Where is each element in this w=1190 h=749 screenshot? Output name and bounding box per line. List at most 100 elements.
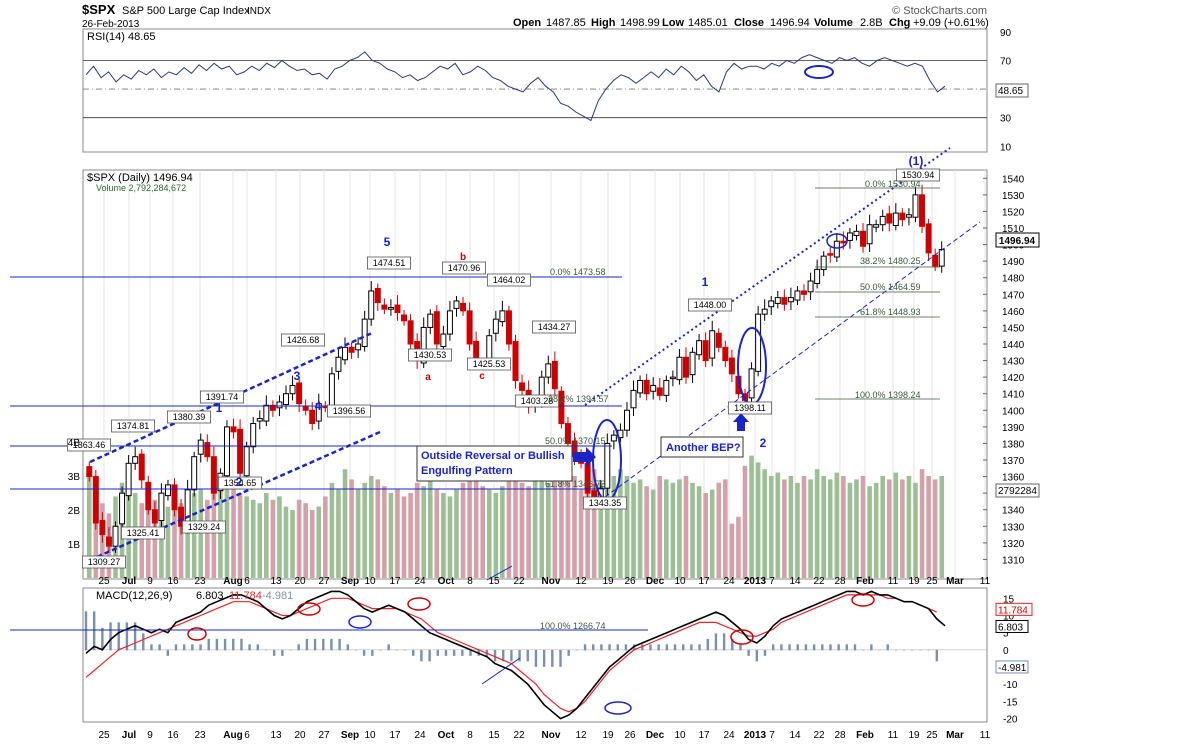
header-ohlc: Open 1487.85 High 1498.99 Low 1485.01 Cl… (513, 17, 989, 29)
price-label-box-19 (728, 401, 773, 415)
volume-bar-103 (762, 469, 767, 578)
fib-label-6: 50.0% 1464.59 (860, 282, 921, 292)
volume-bar-9 (145, 510, 151, 578)
candle-body-114 (833, 240, 840, 258)
macd-x-tick-19: 12 (575, 730, 587, 741)
candle-body-10 (151, 509, 158, 524)
macd-x-tick-32: 11 (888, 730, 899, 741)
price-label-18: 1448.00 (694, 300, 727, 310)
header-name: S&P 500 Large Cap Index (122, 5, 250, 17)
last-volume-box (995, 483, 1040, 498)
volume-bar-56 (454, 489, 459, 578)
annotation-2: Another BEP? (666, 442, 741, 454)
price-x-tick-30: 28 (834, 576, 846, 587)
price-label-6: 1380.39 (173, 412, 206, 422)
candle-body-116 (846, 232, 853, 241)
rsi-series (85, 51, 946, 122)
price-label-box-20 (896, 168, 941, 182)
candle-body-89 (669, 376, 676, 380)
candle-body-55 (446, 310, 453, 335)
candle-body-97 (722, 346, 729, 362)
volume-bar-46 (388, 493, 394, 578)
volume-bar-83 (631, 482, 636, 578)
price-tick-0: 1540 (1002, 174, 1025, 185)
macd-x-tick-4: 23 (194, 730, 206, 741)
candle-body-3 (105, 536, 112, 547)
macd-hist-bar-22 (264, 649, 268, 651)
wave-label-8-0: (1) (909, 154, 924, 168)
price-x-tick-19: 12 (575, 576, 587, 587)
volume-bar-82 (624, 476, 630, 578)
volume-bar-28 (270, 499, 276, 578)
price-x-tick-9: 27 (318, 576, 330, 587)
macd-hist-bar-27 (305, 638, 309, 651)
volume-bar-115 (841, 476, 846, 578)
macd-hist-bar-71 (665, 644, 669, 651)
wave-label-1-0: 2 (236, 475, 243, 489)
volume-bar-35 (316, 506, 322, 578)
ellipse-jan (826, 233, 848, 249)
macd-hist-bar-38 (395, 649, 399, 651)
candle-body-13 (171, 484, 178, 511)
candle-body-29 (276, 401, 283, 409)
candle-body-85 (643, 379, 650, 395)
macd-histogram (84, 611, 939, 667)
price-label-box-7 (199, 390, 244, 404)
volume-bar-16 (191, 493, 197, 578)
candle-body-64 (505, 310, 512, 345)
macd-x-tick-35: Mar (946, 730, 964, 741)
volume-bar-31 (290, 510, 295, 578)
volume-bar-21 (224, 472, 230, 578)
price-label-box-6 (166, 410, 211, 424)
fib-label-4: 0.0% 1530.94 (865, 179, 921, 189)
ellipse-macd-2 (297, 602, 321, 616)
volume-bar-15 (185, 510, 190, 578)
candle-body-30 (283, 393, 289, 405)
fib-label-7: 61.8% 1448.93 (860, 307, 921, 317)
macd-hist-bar-89 (812, 644, 816, 651)
chg-label: Chg (889, 17, 910, 29)
price-tick-22: 1320 (1002, 539, 1025, 550)
price-x-tick-23: 10 (674, 576, 686, 587)
macd-hist-bar-26 (297, 644, 300, 651)
volume-bar-27 (264, 493, 269, 578)
volume-bar-34 (309, 510, 315, 578)
price-label-5: 1374.81 (117, 421, 150, 431)
macd-hist-bar-41 (420, 649, 423, 662)
ellipse-macd-1 (187, 627, 207, 641)
candle-body-123 (892, 212, 899, 227)
price-x-tick-18: Nov (542, 576, 561, 587)
volume-bar-129 (932, 479, 938, 578)
candle-body-106 (781, 297, 788, 305)
price-label-box-1 (121, 526, 166, 540)
volume-bar-78 (598, 482, 604, 578)
macd-hist-bar-46 (461, 649, 464, 656)
candle-body-102 (755, 313, 762, 372)
price-label-7: 1391.74 (206, 392, 239, 402)
rsi-tick-0: 90 (1000, 28, 1012, 39)
price-label-box-14 (486, 273, 531, 287)
volume-legend: Volume 2,792,284,672 (96, 183, 186, 193)
candle-body-4 (112, 525, 119, 547)
price-label-box-11 (407, 348, 452, 362)
volume-bar-97 (723, 479, 728, 578)
candle-body-91 (682, 356, 689, 378)
macd-hist-bar-77 (714, 633, 718, 651)
volume-bar-80 (611, 476, 617, 578)
price-tick-18: 1360 (1002, 473, 1025, 484)
price-x-tick-0: 25 (98, 576, 110, 587)
volume-bar-48 (401, 496, 407, 578)
candle-body-129 (932, 254, 939, 267)
candle-body-21 (223, 426, 230, 477)
macd-hist-bar-79 (731, 638, 734, 651)
volume-bar-88 (664, 479, 669, 578)
price-x-tick-12: 17 (389, 576, 401, 587)
candle-body-88 (663, 379, 670, 396)
price-label-box-18 (688, 298, 733, 312)
macd-hist-bar-102 (919, 649, 922, 651)
volume-bar-18 (205, 499, 210, 578)
candle-body-111 (814, 268, 821, 285)
macd-hist-bar-44 (444, 649, 448, 656)
volume-bar-38 (336, 489, 341, 578)
volume-bar-53 (434, 489, 440, 578)
